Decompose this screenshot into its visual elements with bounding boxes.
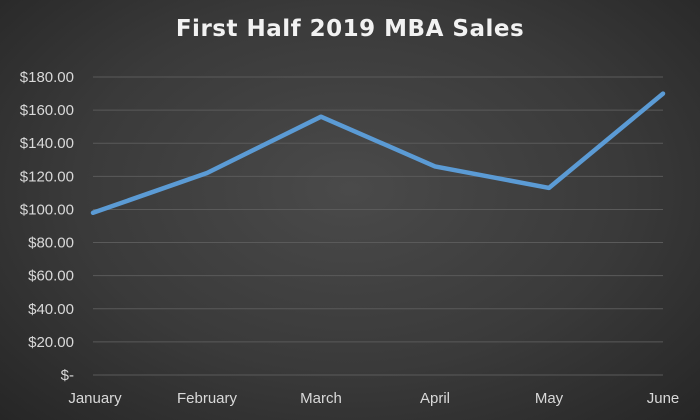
x-tick-label: January — [68, 390, 122, 407]
y-tick-label: $80.00 — [28, 235, 74, 252]
x-tick-label: June — [647, 390, 680, 407]
y-tick-label: $40.00 — [28, 301, 74, 318]
y-tick-label: $160.00 — [20, 102, 74, 119]
y-tick-label: $140.00 — [20, 135, 74, 152]
y-axis-ticks: $- $20.00 $40.00 $60.00 $80.00 $100.00 $120.00… — [20, 69, 74, 384]
x-tick-label: May — [535, 390, 564, 407]
series-layer — [90, 91, 666, 216]
y-tick-label: $100.00 — [20, 201, 74, 218]
y-tick-label: $180.00 — [20, 69, 74, 86]
y-tick-label: $120.00 — [20, 168, 74, 185]
y-tick-label: $60.00 — [28, 268, 74, 285]
grid-layer — [93, 76, 663, 376]
x-axis-ticks: January February March April May June — [68, 390, 679, 407]
y-tick-label: $20.00 — [28, 334, 74, 351]
x-tick-label: February — [177, 390, 238, 407]
series-line — [90, 91, 666, 216]
y-tick-label: $- — [61, 367, 74, 384]
chart-title: First Half 2019 MBA Sales — [175, 16, 525, 42]
x-tick-label: March — [300, 390, 342, 407]
x-tick-label: April — [420, 390, 450, 407]
